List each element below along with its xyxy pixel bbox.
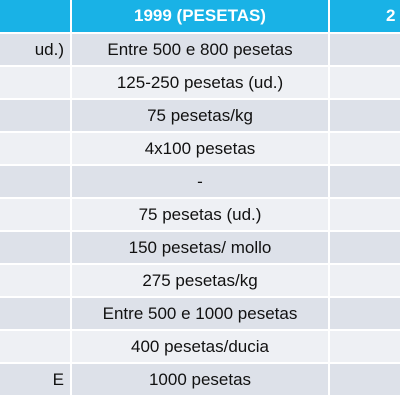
table-cell: ud.) — [0, 34, 72, 67]
table-cell — [330, 199, 400, 232]
table-cell: 275 pesetas/kg — [72, 265, 330, 298]
table-cell: 400 pesetas/ducia — [72, 331, 330, 364]
table-cell: 1000 pesetas — [72, 364, 330, 397]
table-cell: E — [0, 364, 72, 397]
table-cell — [0, 298, 72, 331]
table-cell — [0, 331, 72, 364]
table-cell: 4x100 pesetas — [72, 133, 330, 166]
table-cell — [330, 298, 400, 331]
table-cell — [0, 265, 72, 298]
table-cell — [0, 67, 72, 100]
table-cell — [330, 166, 400, 199]
table-cell — [330, 265, 400, 298]
table-cell — [330, 34, 400, 67]
table-cell — [0, 166, 72, 199]
table-cell: - — [72, 166, 330, 199]
table-cell: 75 pesetas/kg — [72, 100, 330, 133]
header-cell: 1999 (PESETAS) — [72, 0, 330, 34]
table-cell: 125-250 pesetas (ud.) — [72, 67, 330, 100]
table-cell — [330, 232, 400, 265]
table-cell: Entre 500 e 800 pesetas — [72, 34, 330, 67]
table-cell — [330, 133, 400, 166]
table-cell — [330, 364, 400, 397]
header-cell: 2 — [330, 0, 400, 34]
header-cell — [0, 0, 72, 34]
table-cell: Entre 500 e 1000 pesetas — [72, 298, 330, 331]
table-cell — [0, 199, 72, 232]
table-cell — [0, 232, 72, 265]
table-cell: 75 pesetas (ud.) — [72, 199, 330, 232]
table-cell — [330, 100, 400, 133]
table-cell — [0, 100, 72, 133]
table-cell — [330, 331, 400, 364]
table-cell: 150 pesetas/ mollo — [72, 232, 330, 265]
table-cell — [0, 133, 72, 166]
table-cell — [330, 67, 400, 100]
